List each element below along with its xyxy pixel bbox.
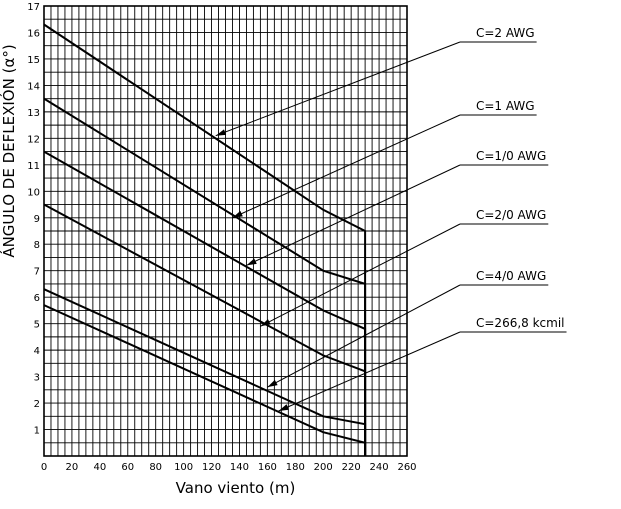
- x-tick-120: 120: [202, 462, 221, 473]
- y-tick-4: 4: [34, 346, 40, 357]
- y-tick-16: 16: [27, 28, 40, 39]
- series-arrowhead-3: [260, 319, 271, 327]
- y-tick-9: 9: [34, 214, 40, 225]
- y-tick-13: 13: [27, 108, 40, 119]
- x-tick-0: 0: [41, 462, 47, 473]
- y-tick-11: 11: [27, 161, 40, 172]
- x-tick-160: 160: [258, 462, 277, 473]
- series-label-4: C=4/0 AWG: [476, 269, 546, 283]
- y-axis-label: ÁNGULO DE DEFLEXIÓN (α°): [0, 44, 18, 257]
- y-tick-10: 10: [27, 187, 40, 198]
- series-label-1: C=1 AWG: [476, 99, 535, 113]
- series-line-3: [43, 203, 367, 456]
- y-tick-2: 2: [34, 399, 40, 410]
- series-label-3: C=2/0 AWG: [476, 208, 546, 222]
- series-label-5: C=266,8 kcmil: [476, 316, 565, 330]
- x-tick-240: 240: [370, 462, 389, 473]
- series-arrowhead-5: [278, 404, 289, 411]
- y-tick-17: 17: [27, 2, 40, 13]
- y-tick-14: 14: [27, 81, 40, 92]
- x-tick-20: 20: [66, 462, 79, 473]
- series-arrowhead-4: [267, 379, 278, 388]
- series-arrowhead-2: [246, 258, 257, 266]
- x-tick-60: 60: [121, 462, 134, 473]
- series-arrowhead-0: [215, 129, 227, 136]
- series-label-0: C=2 AWG: [476, 26, 535, 40]
- series-line-5: [43, 304, 367, 456]
- series-leader-1: [232, 114, 461, 219]
- y-tick-5: 5: [34, 320, 40, 331]
- series-leader-5: [278, 331, 461, 412]
- x-tick-80: 80: [149, 462, 162, 473]
- y-tick-12: 12: [27, 134, 40, 145]
- x-tick-labels: 0 20 40 60 80 100 120 140 160 180 200 220 240 260: [41, 462, 417, 473]
- x-axis-label: Vano viento (m): [176, 479, 296, 497]
- x-tick-100: 100: [174, 462, 193, 473]
- y-tick-1: 1: [34, 426, 40, 437]
- series-leader-3: [260, 223, 461, 327]
- y-tick-7: 7: [34, 267, 40, 278]
- x-tick-140: 140: [230, 462, 249, 473]
- series-leader-2: [246, 164, 461, 266]
- series-arrowhead-1: [232, 210, 243, 218]
- x-tick-220: 220: [342, 462, 361, 473]
- series-leader-4: [267, 284, 461, 388]
- y-tick-8: 8: [34, 240, 40, 251]
- x-tick-40: 40: [93, 462, 106, 473]
- series-leader-0: [215, 41, 461, 137]
- y-tick-15: 15: [27, 55, 40, 66]
- x-tick-260: 260: [397, 462, 416, 473]
- x-tick-180: 180: [286, 462, 305, 473]
- grid: [43, 5, 408, 457]
- y-tick-3: 3: [34, 373, 40, 384]
- series-callouts: C=2 AWG C=1 AWG C=1/0 AWG C=2/0 AWG C=4/0 AW…: [476, 26, 565, 330]
- x-tick-200: 200: [314, 462, 333, 473]
- plot-frame: [43, 5, 408, 457]
- series-label-2: C=1/0 AWG: [476, 149, 546, 163]
- series-curves: [43, 23, 367, 456]
- y-tick-6: 6: [34, 293, 40, 304]
- callout-leaders: [215, 41, 567, 412]
- series-line-4: [43, 288, 367, 456]
